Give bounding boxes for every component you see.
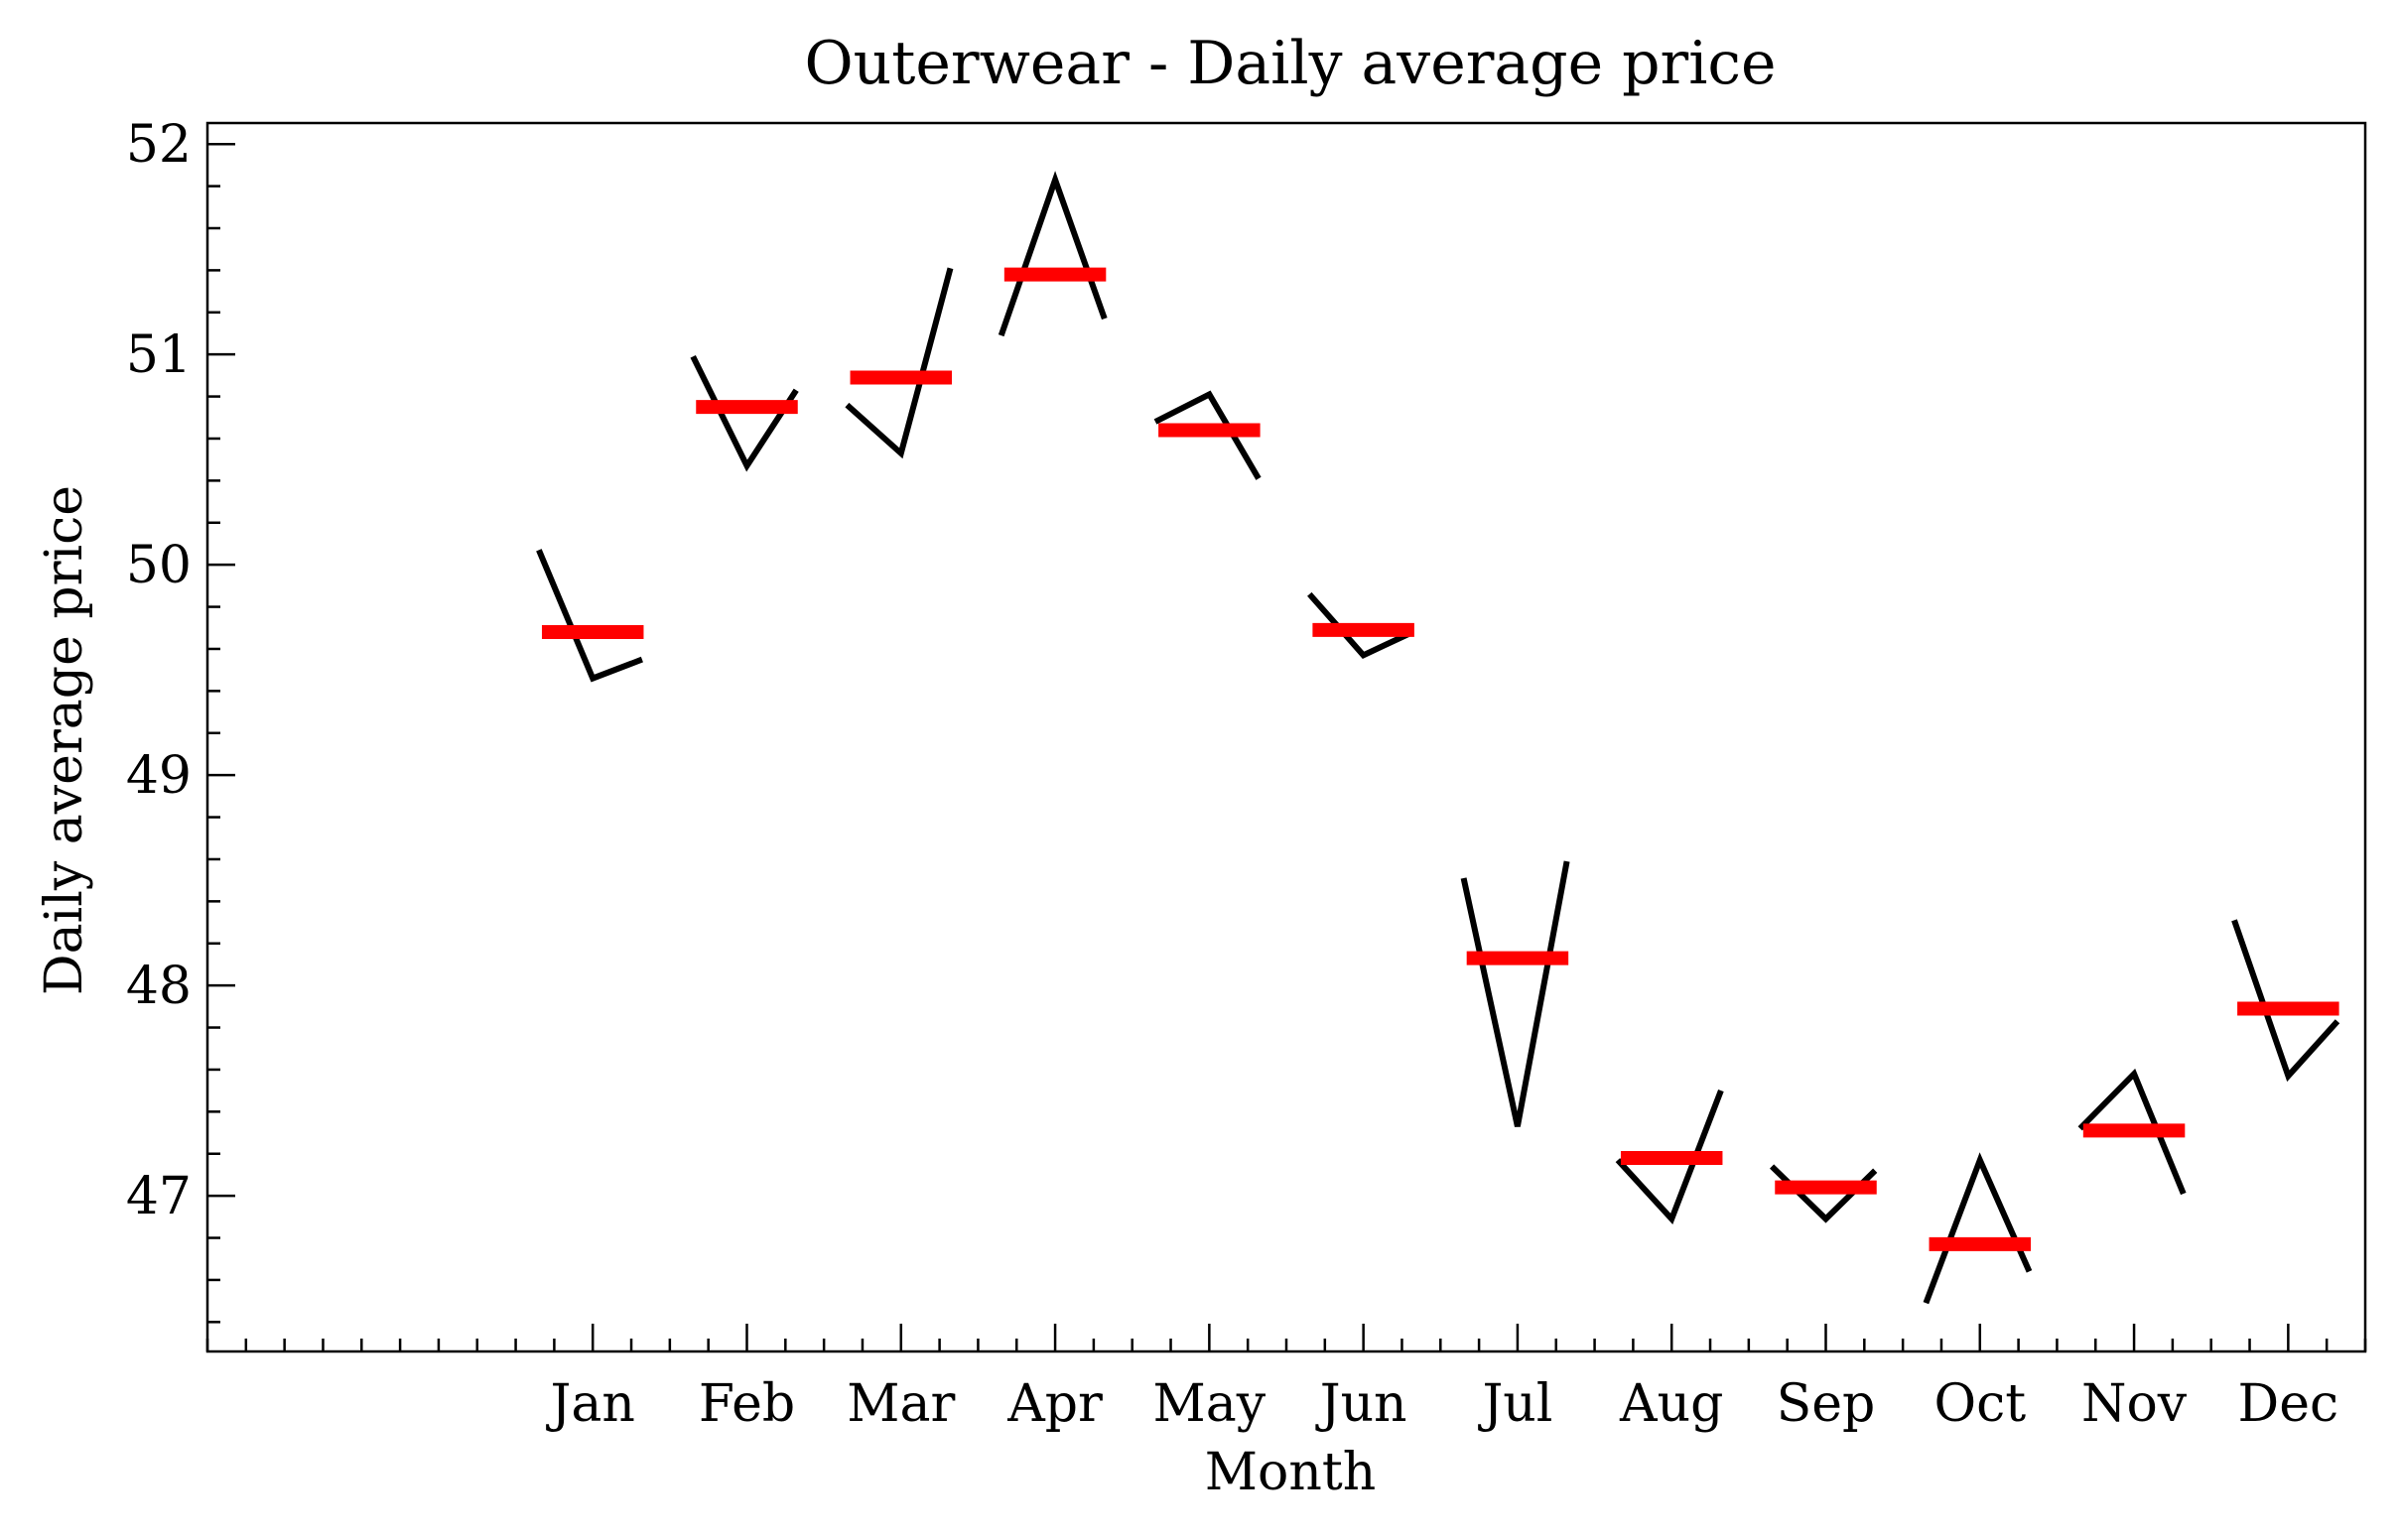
x-tick-label: Feb bbox=[699, 1374, 795, 1434]
daily-price-line bbox=[690, 354, 799, 472]
y-tick-label: 52 bbox=[126, 115, 192, 175]
y-tick-label: 50 bbox=[126, 536, 192, 595]
x-tick-label: Apr bbox=[1006, 1374, 1103, 1434]
plot-area: Jan Feb Mar Apr May Jun Jul Aug Sep Oct Nov Dec 47 48… bbox=[126, 115, 2367, 1434]
daily-price-line bbox=[1923, 1152, 2033, 1305]
y-tick-label: 49 bbox=[126, 746, 192, 806]
x-tick-label: Jun bbox=[1315, 1374, 1407, 1434]
daily-price-line bbox=[845, 267, 954, 459]
x-tick-label: Sep bbox=[1777, 1374, 1876, 1434]
daily-price-line bbox=[536, 549, 643, 683]
daily-price-line bbox=[1307, 591, 1414, 659]
y-tick-label: 47 bbox=[126, 1167, 192, 1226]
daily-price-line bbox=[1153, 390, 1262, 480]
x-tick-label: Aug bbox=[1619, 1374, 1723, 1434]
y-axis-label: Daily average price bbox=[35, 485, 94, 995]
x-tick-label: Dec bbox=[2238, 1374, 2339, 1434]
x-axis-label: Month bbox=[1205, 1443, 1376, 1502]
chart-title: Outerwear - Daily average price bbox=[804, 29, 1776, 98]
x-tick-label: Nov bbox=[2081, 1374, 2188, 1434]
x-tick-label: May bbox=[1153, 1374, 1266, 1434]
x-tick-label: Jan bbox=[546, 1374, 635, 1434]
y-tick-label: 51 bbox=[126, 325, 192, 385]
daily-price-line bbox=[2231, 919, 2340, 1083]
x-tick-label: Jul bbox=[1477, 1374, 1552, 1434]
y-tick-label: 48 bbox=[126, 957, 192, 1016]
daily-price-line bbox=[1615, 1090, 1724, 1225]
daily-price-line bbox=[2077, 1068, 2187, 1196]
x-tick-label: Mar bbox=[847, 1374, 955, 1434]
x-tick-label: Oct bbox=[1933, 1374, 2026, 1434]
